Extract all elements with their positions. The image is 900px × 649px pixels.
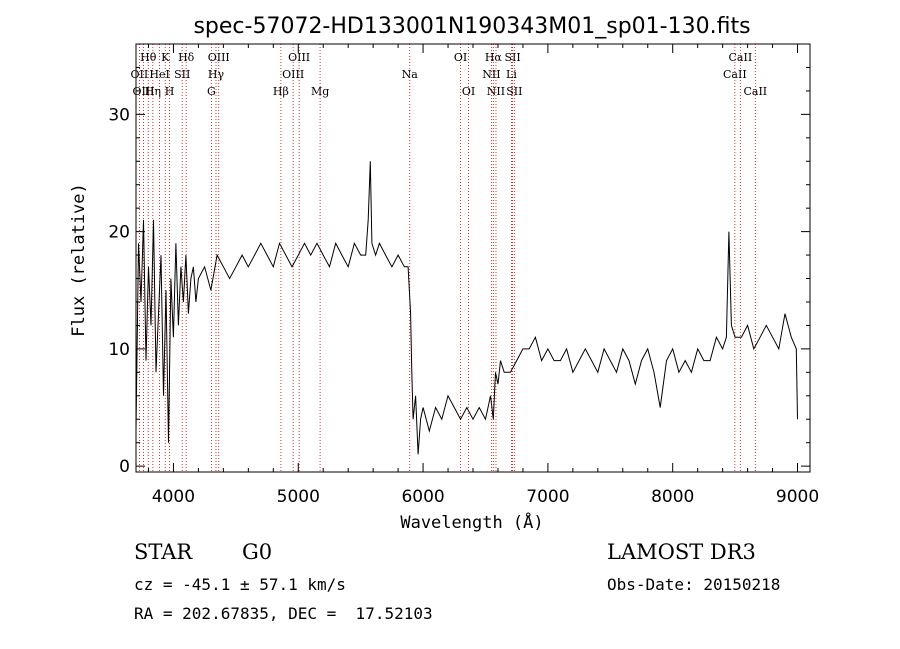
- spectral-line-label: Hθ: [140, 51, 157, 64]
- spectral-line-label: OIII: [282, 68, 304, 81]
- x-tick-label: 6000: [401, 487, 444, 507]
- x-tick-label: 4000: [152, 487, 195, 507]
- x-axis-ticks: 4000 5000 6000 7000 8000 9000: [147, 44, 819, 507]
- spectral-line-label: G: [207, 85, 216, 98]
- spectral-line-label: K: [161, 51, 170, 64]
- plot-frame: [135, 43, 811, 473]
- spectral-line-label: SII: [174, 68, 190, 81]
- object-class: STAR: [134, 540, 193, 564]
- spectral-line-label: Hδ: [178, 51, 195, 64]
- spectral-line-label: NII: [482, 68, 500, 81]
- spectral-line-label: SII: [504, 51, 520, 64]
- spectral-line-label: HeI: [149, 68, 169, 81]
- spectral-line-label: SII: [506, 85, 522, 98]
- y-tick-label: 30: [108, 105, 130, 125]
- spectral-line-label: Hα: [485, 51, 503, 64]
- x-tick-label: 5000: [277, 487, 320, 507]
- spectral-line-label: OII: [131, 68, 149, 81]
- spectral-line-label: Hη: [145, 85, 161, 98]
- object-subclass: G0: [242, 540, 273, 564]
- spectral-line-label: OIII: [288, 51, 310, 64]
- survey-name: LAMOST DR3: [607, 540, 756, 564]
- spectral-line-label: CaII: [743, 85, 767, 98]
- y-tick-label: 0: [119, 457, 130, 477]
- chart-title: spec-57072-HD133001N190343M01_sp01-130.f…: [193, 14, 750, 39]
- y-axis-label: Flux (relative): [69, 183, 89, 337]
- spectral-line-label: CaII: [729, 51, 753, 64]
- spectral-line-label: Hγ: [208, 68, 225, 81]
- spectral-line-label: OIII: [208, 51, 230, 64]
- y-tick-label: 10: [108, 340, 130, 360]
- redshift-value: cz = -45.1 ± 57.1 km/s: [134, 575, 346, 594]
- spectral-line-label: Hβ: [273, 85, 289, 98]
- spectral-line-label: NII: [487, 85, 505, 98]
- spectral-line-label: OI: [454, 51, 467, 64]
- x-axis-label: Wavelength (Å): [400, 511, 543, 533]
- spectral-line-label: Mg: [311, 85, 329, 98]
- spectral-line-label: H: [165, 85, 175, 98]
- x-tick-label: 7000: [526, 487, 569, 507]
- y-tick-label: 20: [108, 223, 130, 243]
- coordinates: RA = 202.67835, DEC = 17.52103: [134, 604, 433, 623]
- spectral-line-label: CaII: [723, 68, 747, 81]
- spectral-line-label: Li: [506, 68, 517, 81]
- spectral-line-labels: Hθ OII OIII HeI Hη K H SII Hδ OIII Hγ G OIII OIII Hβ Mg…: [131, 51, 768, 98]
- y-axis-ticks: 0 10 20 30: [108, 66, 810, 477]
- spectrum-line: [135, 161, 798, 455]
- x-tick-label: 9000: [776, 487, 819, 507]
- spectral-line-label: Na: [402, 68, 419, 81]
- spectral-line-markers: [138, 44, 756, 472]
- observation-date: Obs-Date: 20150218: [607, 575, 781, 594]
- spectral-line-label: OIII: [132, 85, 154, 98]
- x-tick-label: 8000: [651, 487, 694, 507]
- spectral-line-label: OI: [462, 85, 475, 98]
